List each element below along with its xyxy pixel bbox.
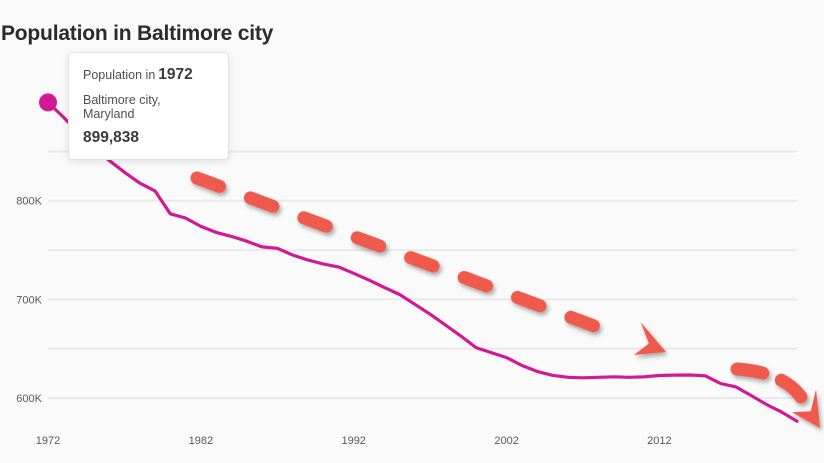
tooltip-location: Baltimore city, Maryland bbox=[83, 93, 161, 121]
trend-arrow-2-head bbox=[791, 389, 820, 428]
y-axis-tick-label: 600K bbox=[16, 393, 42, 405]
trend-arrow-1-head bbox=[633, 322, 666, 355]
x-axis-tick-label: 1972 bbox=[36, 435, 60, 447]
chart-title: Population in Baltimore city bbox=[1, 22, 274, 45]
trend-arrow-1-dashes bbox=[190, 171, 628, 343]
y-gridlines bbox=[48, 150, 797, 399]
trend-arrow-2-dashes bbox=[730, 362, 812, 411]
x-axis-tick-label: 2002 bbox=[494, 435, 518, 447]
x-axis-tick-label: 1982 bbox=[189, 435, 213, 447]
trend-annotation-arrows bbox=[190, 171, 820, 428]
tooltip-value: 899,838 bbox=[83, 129, 140, 146]
y-axis-tick-label: 700K bbox=[16, 294, 42, 306]
x-axis-ticks: 1972 1982 1992 2002 2012 bbox=[36, 435, 672, 447]
x-axis-tick-label: 1992 bbox=[341, 435, 365, 447]
hover-tooltip: Population in 1972 Baltimore city, Maryla… bbox=[68, 52, 229, 160]
y-axis-ticks: 800K 700K 600K bbox=[16, 196, 42, 405]
y-axis-tick-label: 800K bbox=[16, 196, 42, 208]
tooltip-title: Population in 1972 bbox=[83, 66, 214, 84]
x-axis-tick-label: 2012 bbox=[647, 435, 671, 447]
population-series-line[interactable] bbox=[46, 100, 799, 423]
hover-point-marker bbox=[39, 93, 57, 112]
tooltip-label-prefix: Population in bbox=[83, 68, 156, 82]
tooltip-year: 1972 bbox=[158, 66, 193, 83]
